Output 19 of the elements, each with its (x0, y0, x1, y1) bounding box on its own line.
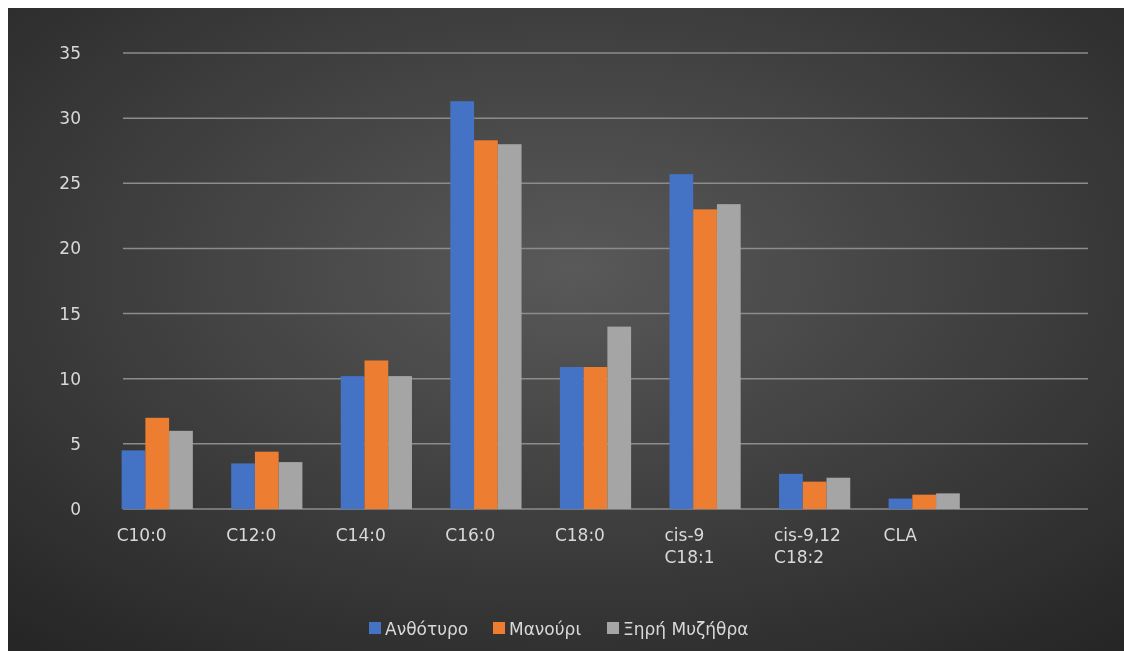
legend-label: Ξηρή Μυζήθρα (623, 618, 749, 639)
x-tick-label: CLA (883, 525, 918, 545)
y-tick-label: 20 (59, 238, 81, 259)
y-tick-label: 10 (59, 368, 81, 389)
x-tick-label: cis-9 C18:1 (664, 525, 715, 568)
y-tick-label: 15 (59, 303, 81, 324)
y-tick-label: 0 (70, 498, 81, 519)
x-tick-label: C12:0 (226, 525, 277, 545)
x-tick-label: cis-9,12 C18:2 (774, 525, 841, 568)
y-tick-label: 35 (59, 42, 81, 63)
x-tick-label: C14:0 (335, 525, 386, 545)
legend-label: Μανούρι (509, 618, 582, 639)
y-tick-label: 25 (59, 173, 81, 194)
x-tick-label: C18:0 (554, 525, 605, 545)
y-tick-label: 5 (70, 433, 81, 454)
y-tick-label: 30 (59, 108, 81, 129)
x-tick-label: C10:0 (116, 525, 167, 545)
legend-label: Ανθότυρο (385, 618, 469, 639)
x-tick-label: C16:0 (445, 525, 496, 545)
